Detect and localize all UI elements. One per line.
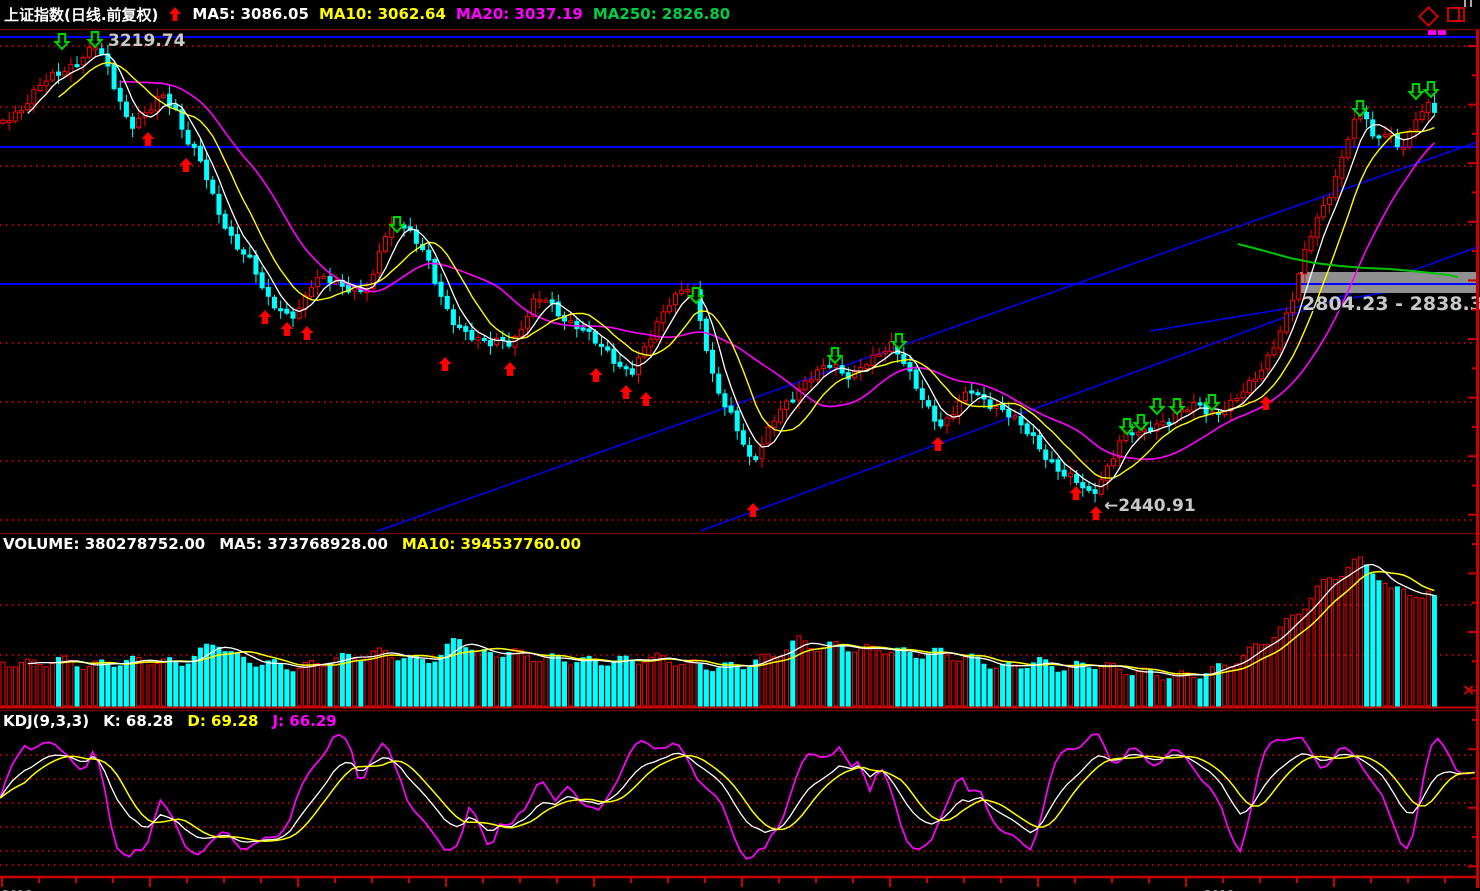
kdj-name: KDJ(9,3,3) [3, 712, 90, 730]
hline-drag-handle[interactable] [1438, 30, 1446, 35]
hline-drag-handle[interactable] [1428, 30, 1436, 35]
svg-text:2019: 2019 [1204, 888, 1235, 891]
scrollbar-mark [1464, 0, 1466, 7]
scrollbar-mark [1470, 0, 1472, 7]
svg-text:2018: 2018 [2, 888, 33, 891]
ma-band-label: 2804.23 - 2838.39 [1302, 293, 1480, 315]
chart-title-bar: 上证指数(日线.前复权) MA5: 3086.05 MA10: 3062.64 … [0, 0, 1480, 28]
volume-value: VOLUME: 380278752.00 [3, 535, 206, 553]
window-layout-icon[interactable] [1447, 7, 1465, 22]
symbol-title: 上证指数(日线.前复权) [4, 5, 159, 24]
up-arrow-icon [168, 6, 182, 22]
ma10-value: MA10: 3062.64 [318, 5, 446, 23]
kdj-chart[interactable]: 2018 2019 [0, 728, 1480, 891]
volume-chart[interactable] [0, 556, 1480, 709]
ma20-value: MA20: 3037.19 [455, 5, 583, 23]
kdj-d-value: D: 69.28 [187, 712, 259, 730]
volume-ma5-value: MA5: 373768928.00 [219, 535, 388, 553]
main-candlestick-chart[interactable] [0, 30, 1480, 531]
kdj-k-value: K: 68.28 [103, 712, 174, 730]
kdj-j-value: J: 66.29 [272, 712, 337, 730]
ma250-value: MA250: 2826.80 [592, 5, 731, 23]
ma5-value: MA5: 3086.05 [192, 5, 309, 23]
low-price-label: ←2440.91 [1104, 496, 1196, 516]
volume-ma10-value: MA10: 394537760.00 [401, 535, 582, 553]
kdj-header: KDJ(9,3,3) K: 68.28 D: 69.28 J: 66.29 [0, 712, 337, 730]
volume-header: VOLUME: 380278752.00 MA5: 373768928.00 M… [0, 535, 581, 553]
high-price-label: 3219.74 [108, 31, 186, 51]
axis-x-marker[interactable]: × [1462, 680, 1476, 699]
